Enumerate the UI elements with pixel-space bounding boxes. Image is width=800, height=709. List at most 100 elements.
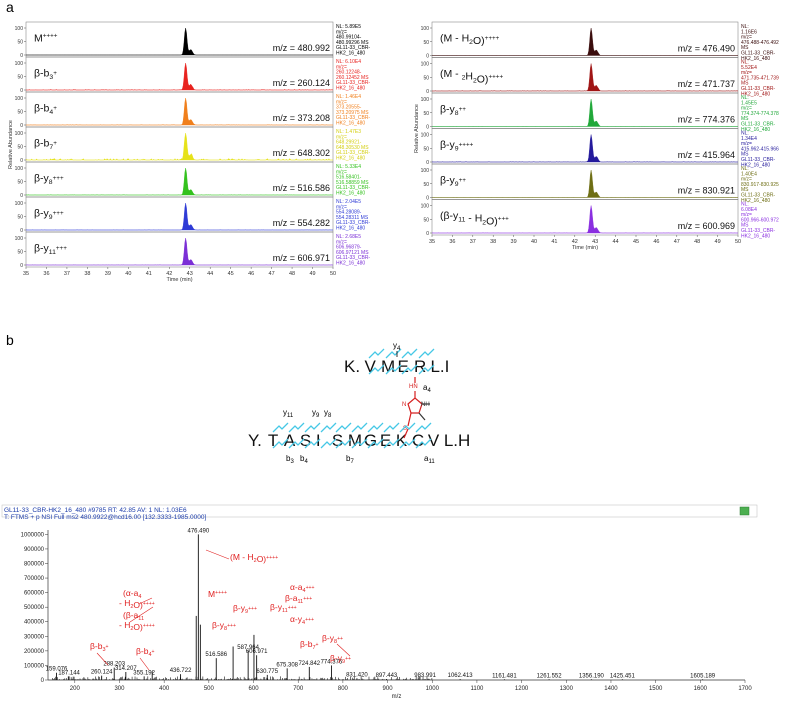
label-b7: b7 <box>346 454 354 465</box>
peak-annotation-sub: 8 <box>224 626 227 632</box>
xic-info-line: 600.966-600.972 <box>741 217 779 223</box>
annotation-line1-sub: 4 <box>138 594 141 600</box>
peak-mz-label: 1161.481 <box>492 673 517 679</box>
xic-ion-label: β-y9+++ <box>34 207 64 221</box>
xic-ion-label-charge: + <box>53 70 57 77</box>
peak-annotation-charge: +++ <box>248 606 257 612</box>
peak-annotation-text: β-b <box>90 641 103 651</box>
xic-info-line: 476.488-476.492 <box>741 40 779 46</box>
peak-annotation-text: β-b <box>300 639 313 649</box>
xic-info-line: GL11-33_CBR- <box>741 228 775 234</box>
annotation-line1: (α-a4 <box>123 588 141 600</box>
peak-annotation-charge: + <box>106 644 109 650</box>
xic-info-line: 1.45E5 <box>741 100 757 106</box>
peak-mz-label: 675.308 <box>276 662 298 668</box>
panel-label-b: b <box>6 332 14 348</box>
peak-annotation-charge: ++++ <box>266 555 278 561</box>
xic-ion-label-sub: 8 <box>455 110 459 117</box>
y-tick-label: 50 <box>423 182 429 188</box>
peak-mz-label: 1062.413 <box>448 673 474 679</box>
x-tick-label: 47 <box>269 271 275 277</box>
xic-info-line: MS <box>741 81 749 87</box>
xic-info-line: NL: <box>741 24 749 30</box>
x-tick-label: 1400 <box>604 686 618 692</box>
x-tick-label: 41 <box>146 271 152 277</box>
xic-ion-label-text: O) <box>473 35 485 47</box>
xic-ion-label: β-b4+ <box>34 102 57 116</box>
xic-info-line: 1.16E6 <box>741 29 757 35</box>
y-tick-label: 0 <box>426 54 429 60</box>
peak-annotation: β-y11+++ <box>270 602 297 614</box>
xic-ion-label-text: (M - <box>440 68 462 80</box>
x-tick-label: 43 <box>592 239 598 245</box>
xic-info-line: 6.08E4 <box>741 207 757 213</box>
x-tick-label: 1300 <box>560 686 574 692</box>
xic-ion-label-sub: 11 <box>458 217 465 224</box>
y-tick-label: 0 <box>20 193 23 199</box>
xic-ion-label-sub: 3 <box>49 74 53 81</box>
xic-ion-label-text: O) <box>486 215 498 227</box>
xic-ion-label: β-y9++ <box>440 175 466 189</box>
peak-annotation-sub: 4 <box>302 588 305 594</box>
y-tick-label: 100 <box>421 97 430 103</box>
y-tick-label: 50 <box>423 40 429 46</box>
peak-mz-label: 774.376 <box>321 659 343 665</box>
x-tick-label: 46 <box>653 239 659 245</box>
peak-annotation-text: β-y <box>330 653 343 663</box>
peak-annotation-sub: 9 <box>245 609 248 615</box>
x-tick-label: 36 <box>43 271 49 277</box>
xic-ion-label: M++++ <box>34 32 58 44</box>
xic-info-line: MS <box>741 45 749 51</box>
y-tick-label: 100 <box>15 236 24 242</box>
y-tick-label: 100 <box>421 26 430 32</box>
annotation-line1-text: (α-a <box>123 588 139 598</box>
residue: M <box>348 431 362 450</box>
hn-label: HN <box>409 384 418 390</box>
peak-annotation: α-y4+++ <box>290 614 314 626</box>
xic-info-line: 471.735-471.739 <box>741 75 779 81</box>
peak-annotation-sub: 7 <box>312 645 315 651</box>
xic-info-line: NL: <box>741 202 749 208</box>
xic-info-line: 606.96879- <box>336 245 362 251</box>
xic-info-line: 373.20555- <box>336 105 362 111</box>
peak-annotation-text: β-y <box>233 603 246 613</box>
n-label: N <box>402 402 406 408</box>
x-axis-label: Time (min) <box>572 245 598 251</box>
xic-info-line: NL: 1.46E4 <box>336 94 361 100</box>
window-icon[interactable] <box>739 506 750 516</box>
y-tick-label: 50 <box>17 110 23 116</box>
x-tick-label: 300 <box>114 686 125 692</box>
peak-annotation-charge: +++ <box>303 596 312 602</box>
y-tick-label: 0 <box>20 123 23 129</box>
panel-label-a: a <box>6 0 14 15</box>
peak-annotation: β-b3+ <box>90 641 109 653</box>
peak-mz-label: 831.420 <box>346 672 368 678</box>
xic-ion-label-charge: ++ <box>459 177 467 184</box>
xic-ion-label-text: β-b <box>34 67 50 79</box>
peak-annotation-sub: 8 <box>334 639 337 645</box>
y-tick-label: 0 <box>41 678 45 684</box>
y-tick-label: 100 <box>421 133 430 139</box>
xic-info-line: 648.30530 MS <box>336 145 369 151</box>
x-tick-label: 50 <box>330 271 336 277</box>
xic-ion-label-sub: 9 <box>49 214 53 221</box>
xic-trace <box>431 205 738 234</box>
xic-info-line: m/z= <box>741 141 752 147</box>
y-tick-label: 100 <box>15 166 24 172</box>
annotation-line2-text: - H <box>119 620 130 630</box>
x-tick-label: 47 <box>674 239 680 245</box>
xic-ion-label-text: β-y <box>34 207 50 219</box>
xic-ion-label: β-b7+ <box>34 137 57 151</box>
annotation-pointer <box>205 549 230 560</box>
x-tick-label: 38 <box>490 239 496 245</box>
xic-mz-label: m/z = 260.124 <box>273 78 330 88</box>
peak-mz-label: 1605.189 <box>690 673 716 679</box>
label-a11: a11 <box>424 454 435 465</box>
peak-annotation: β-y8+++ <box>212 620 236 632</box>
annotation-line1-sub: 11 <box>138 616 144 622</box>
y-tick-label: 100 <box>15 201 24 207</box>
xic-ion-label-sub: 11 <box>49 249 56 256</box>
xic-info-line: GL11-33_CBR- <box>336 255 370 261</box>
